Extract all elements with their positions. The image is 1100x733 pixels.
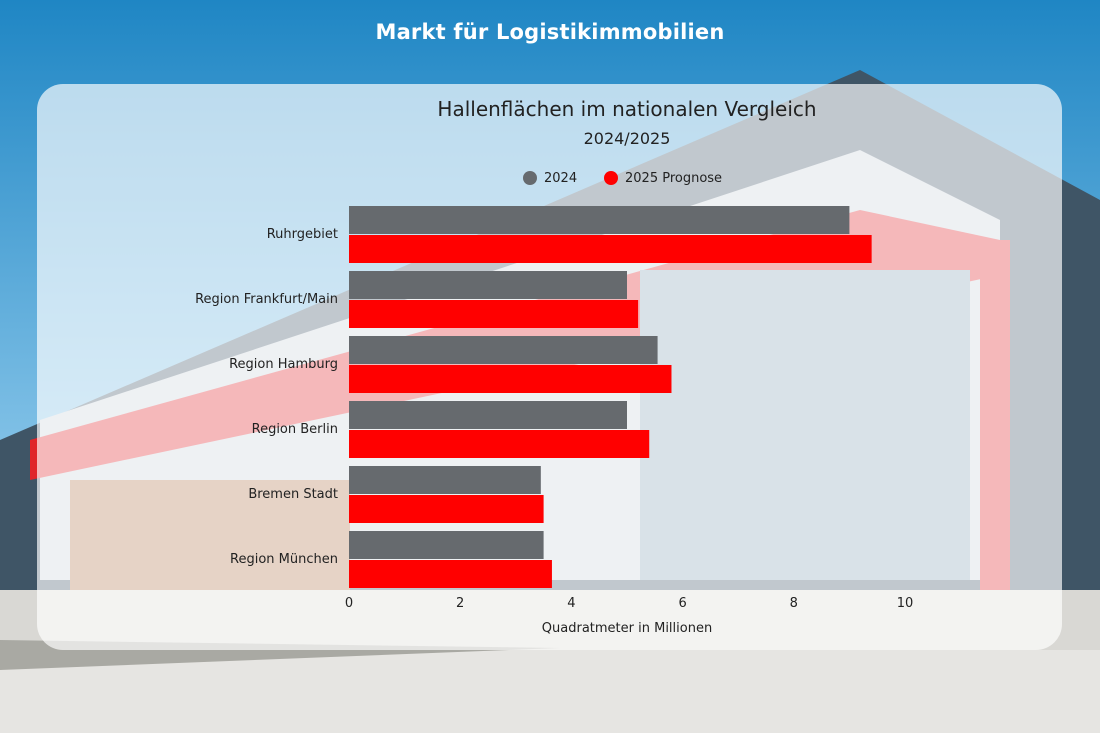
bar-1-4	[349, 495, 544, 523]
category-label-2: Region Hamburg	[229, 357, 338, 372]
category-label-5: Region München	[230, 552, 338, 567]
chart-title: Hallenflächen im nationalen Vergleich	[437, 97, 816, 121]
bar-0-3	[349, 401, 627, 429]
legend-label-0: 2024	[544, 171, 577, 186]
chart-legend: 2024 2025 Prognose	[523, 171, 722, 186]
x-tick-label-1: 2	[456, 596, 464, 611]
category-label-1: Region Frankfurt/Main	[195, 292, 338, 307]
bar-0-0	[349, 206, 850, 234]
category-label-4: Bremen Stadt	[248, 487, 338, 502]
bar-0-1	[349, 271, 627, 299]
bar-0-4	[349, 466, 541, 494]
x-tick-label-0: 0	[345, 596, 353, 611]
bar-1-2	[349, 365, 672, 393]
x-axis-label: Quadratmeter in Millionen	[542, 621, 712, 636]
bars	[349, 206, 872, 588]
bar-1-3	[349, 430, 650, 458]
bar-1-1	[349, 300, 639, 328]
x-tick-label-4: 8	[790, 596, 798, 611]
category-label-3: Region Berlin	[252, 422, 338, 437]
bar-1-0	[349, 235, 872, 263]
legend-marker-1	[604, 171, 618, 185]
category-labels: Ruhrgebiet Region Frankfurt/Main Region Ha…	[195, 227, 338, 567]
legend-label-1: 2025 Prognose	[625, 171, 722, 186]
x-tick-label-3: 6	[678, 596, 686, 611]
x-tick-label-2: 4	[567, 596, 575, 611]
category-label-0: Ruhrgebiet	[267, 227, 338, 242]
bar-1-5	[349, 560, 552, 588]
bar-0-2	[349, 336, 658, 364]
x-tick-label-5: 10	[897, 596, 914, 611]
banner-title: Markt für Logistikimmobilien	[375, 20, 725, 44]
legend-marker-0	[523, 171, 537, 185]
chart-subtitle: 2024/2025	[584, 129, 671, 148]
bar-0-5	[349, 531, 544, 559]
x-axis: 0 2 4 6 8 10	[345, 596, 913, 611]
